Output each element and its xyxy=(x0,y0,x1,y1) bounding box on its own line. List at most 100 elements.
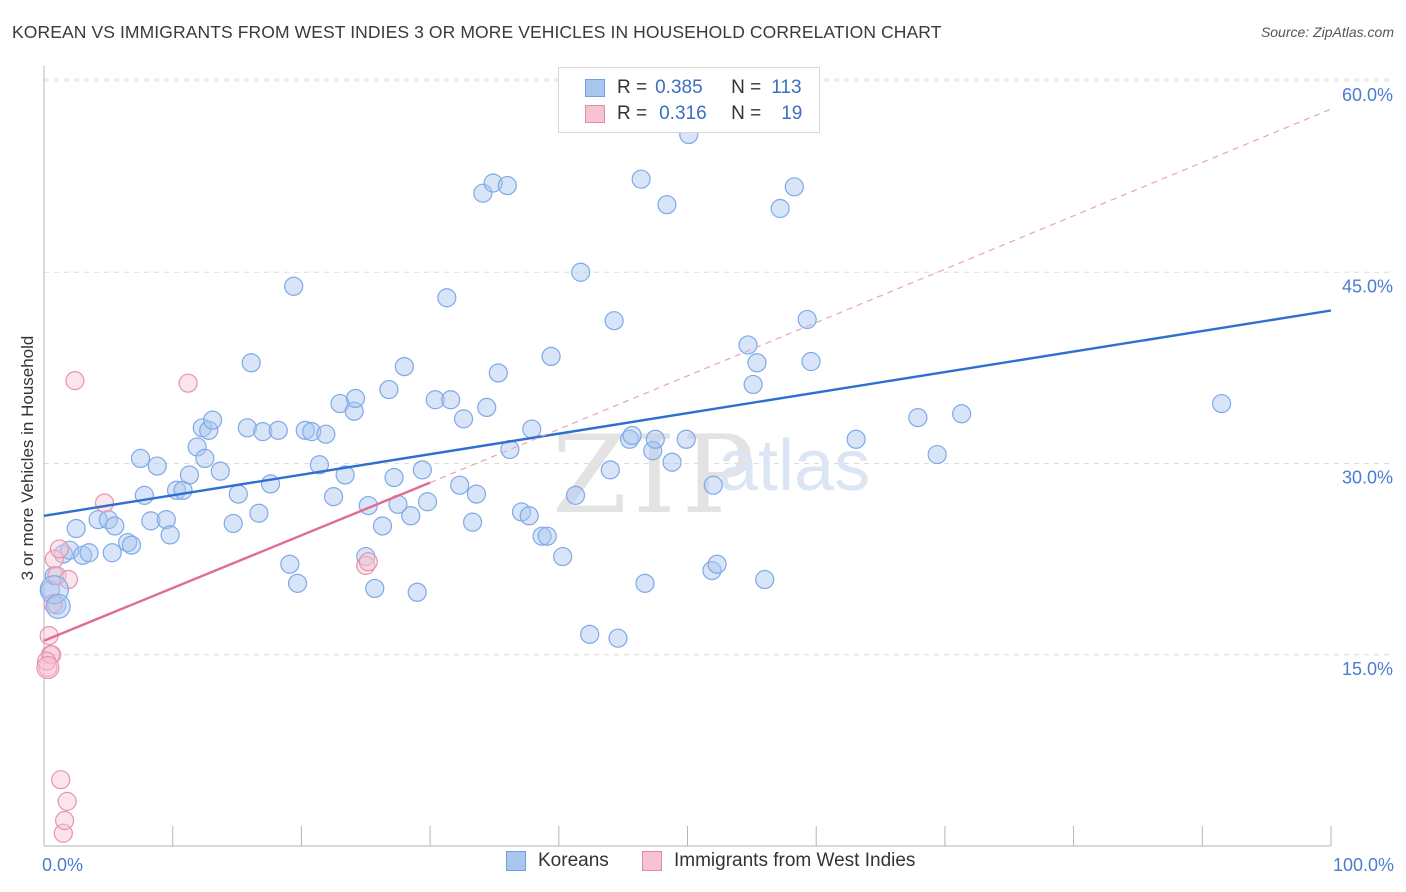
west-indies-point-large xyxy=(36,655,60,680)
korean-point xyxy=(604,311,624,331)
korean-point xyxy=(846,429,866,449)
x-tick-labels: 0.0% 100.0% xyxy=(42,855,1394,875)
korean-point xyxy=(703,475,723,495)
west-indies-point xyxy=(358,552,378,572)
korean-point xyxy=(747,353,767,373)
y-axis-label: 3 or more Vehicles in Household xyxy=(18,336,37,581)
korean-point xyxy=(280,554,300,574)
korean-point xyxy=(187,437,207,457)
korean-point xyxy=(801,351,821,372)
korean-point xyxy=(462,512,483,532)
korean-point xyxy=(309,455,330,475)
korean-point xyxy=(643,441,663,461)
korean-point xyxy=(453,409,474,429)
legend-n-value: 113 xyxy=(771,77,802,98)
korean-point xyxy=(302,422,322,442)
korean-point xyxy=(631,169,651,189)
korean-point xyxy=(770,198,790,219)
korean-point xyxy=(345,388,366,409)
korean-point xyxy=(384,467,404,488)
korean-point xyxy=(657,195,677,215)
west-indies-point xyxy=(42,645,62,665)
korean-point xyxy=(316,424,336,444)
korean-point xyxy=(1212,393,1232,414)
korean-point xyxy=(676,429,696,449)
korean-point xyxy=(88,509,108,530)
chart-title: KOREAN VS IMMIGRANTS FROM WEST INDIES 3 … xyxy=(12,22,942,42)
x-tick-label-right: 100.0% xyxy=(1333,855,1394,875)
y-tick-label: 15.0% xyxy=(1342,659,1393,679)
korean-point xyxy=(580,624,600,644)
watermark-atlas: atlas xyxy=(718,426,870,506)
korean-point xyxy=(662,452,682,472)
korean-point xyxy=(407,582,427,602)
watermark-zip: ZIP xyxy=(552,413,760,538)
korean-point xyxy=(707,554,727,574)
korean-point xyxy=(466,484,487,504)
korean-point xyxy=(199,420,219,440)
korean-point xyxy=(519,506,539,526)
bottom-legend-label-koreans: Koreans xyxy=(538,850,609,871)
west-indies-point xyxy=(57,791,77,811)
legend-swatch-koreans xyxy=(585,79,605,97)
west-indies-point xyxy=(54,810,75,831)
korean-point xyxy=(541,346,561,366)
bottom-legend: Koreans Immigrants from West Indies xyxy=(0,850,1406,880)
korean-point xyxy=(622,425,642,446)
korean-point xyxy=(635,573,655,593)
korean-point xyxy=(450,475,470,495)
legend-r-label: R = xyxy=(617,103,648,124)
legend-n-label: N = xyxy=(731,77,762,98)
korean-point xyxy=(483,173,503,193)
korean-point xyxy=(608,628,628,648)
bottom-legend-west-indies: Immigrants from West Indies xyxy=(642,850,915,872)
korean-point xyxy=(147,456,167,476)
korean-point xyxy=(295,420,315,440)
korean-point xyxy=(79,543,99,563)
legend-r-label: R = xyxy=(617,77,648,98)
korean-point-large xyxy=(39,575,69,605)
bottom-legend-label-west-indies: Immigrants from West Indies xyxy=(674,850,916,871)
korean-point xyxy=(473,183,493,203)
korean-point xyxy=(908,408,928,428)
korean-point xyxy=(401,506,421,526)
west-indies-point xyxy=(44,549,64,569)
korean-point xyxy=(66,518,86,539)
legend: R = 0.385 N = 113 R = 0.316 N = 19 xyxy=(558,67,820,133)
korean-point xyxy=(952,404,972,424)
legend-swatch-west-indies xyxy=(585,105,605,123)
bottom-legend-swatch-west-indies xyxy=(642,851,662,871)
korean-point xyxy=(160,525,180,545)
y-tick-labels: 15.0% 30.0% 45.0% 60.0% xyxy=(1342,85,1393,679)
series-points xyxy=(36,124,1232,843)
korean-point xyxy=(241,353,261,373)
korean-point xyxy=(537,526,557,546)
korean-point xyxy=(102,543,122,563)
korean-point xyxy=(228,484,248,504)
korean-point xyxy=(202,410,223,430)
korean-point xyxy=(141,511,161,531)
korean-point xyxy=(553,546,573,567)
korean-point xyxy=(571,262,591,282)
korean-point xyxy=(121,535,142,555)
korean-point xyxy=(210,461,230,481)
korean-point xyxy=(927,444,947,465)
bottom-legend-koreans: Koreans xyxy=(506,850,609,872)
korean-point xyxy=(532,526,552,546)
korean-point xyxy=(645,429,665,449)
korean-point xyxy=(600,460,620,480)
korean-point xyxy=(738,335,758,355)
korean-point xyxy=(365,578,385,599)
korean-point xyxy=(223,513,243,534)
korean-trend-line xyxy=(43,309,1332,517)
korean-point-large xyxy=(45,593,71,619)
west-indies-point xyxy=(49,539,70,559)
source-note: Source: ZipAtlas.com xyxy=(1260,24,1394,40)
korean-point xyxy=(412,460,432,480)
korean-point xyxy=(784,177,804,197)
korean-point xyxy=(105,516,125,536)
korean-point xyxy=(441,390,461,410)
legend-r-value: 0.316 xyxy=(659,103,707,124)
korean-point xyxy=(437,288,457,308)
korean-point xyxy=(195,448,215,468)
